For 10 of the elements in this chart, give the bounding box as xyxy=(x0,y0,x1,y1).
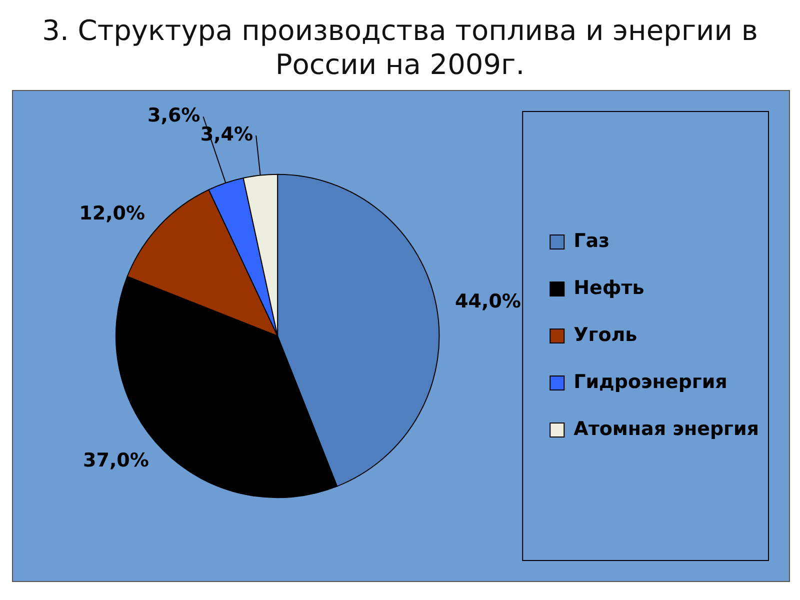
legend-label: Газ xyxy=(574,230,610,252)
data-label: 3,6% xyxy=(148,104,200,127)
legend-label: Нефть xyxy=(574,276,644,299)
data-label: 44,0% xyxy=(455,290,521,313)
chart-title: 3. Структура производства топлива и энергии в России на 2009г. xyxy=(41,14,759,82)
legend-label: Уголь xyxy=(574,324,638,346)
data-label: 37,0% xyxy=(83,450,149,472)
legend-label: Атомная энергия xyxy=(574,418,760,440)
data-label: 12,0% xyxy=(79,202,146,224)
legend-label: Гидроэнергия xyxy=(574,370,728,393)
